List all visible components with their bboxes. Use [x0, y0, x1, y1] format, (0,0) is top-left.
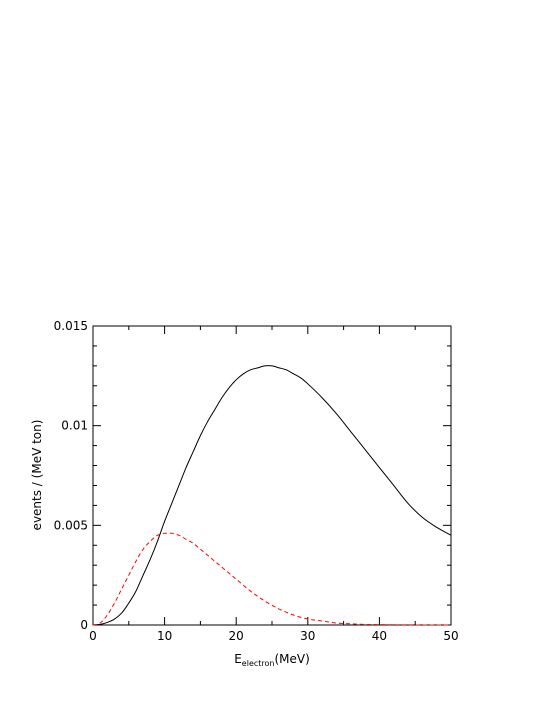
plot-frame: [92, 325, 452, 626]
x-axis-label-main: E: [234, 652, 242, 666]
x-axis-label-unit: (MeV): [274, 652, 309, 666]
x-tick-label: 30: [300, 629, 315, 643]
series-line-2: [92, 532, 452, 626]
x-tick-label: 20: [229, 629, 244, 643]
x-tick-label: 40: [372, 629, 387, 643]
x-tick-label: 10: [157, 629, 172, 643]
y-tick-label: 0.015: [54, 319, 88, 333]
x-axis-label-subscript: electron: [242, 659, 275, 668]
series-layer: [92, 365, 452, 626]
tick-labels: 0 10 20 30 40 50 0 0.005 0.01 0.015: [54, 319, 459, 643]
y-tick-label: 0.005: [54, 518, 88, 532]
y-tick-label: 0.01: [61, 419, 88, 433]
y-tick-label: 0: [80, 618, 88, 632]
series-line-1: [92, 365, 452, 626]
y-axis-label: events / (MeV ton): [30, 420, 44, 531]
x-tick-label: 0: [89, 629, 97, 643]
x-axis-label: Eelectron(MeV): [234, 652, 310, 668]
axis-ticks: [92, 325, 452, 626]
x-tick-label: 50: [443, 629, 458, 643]
